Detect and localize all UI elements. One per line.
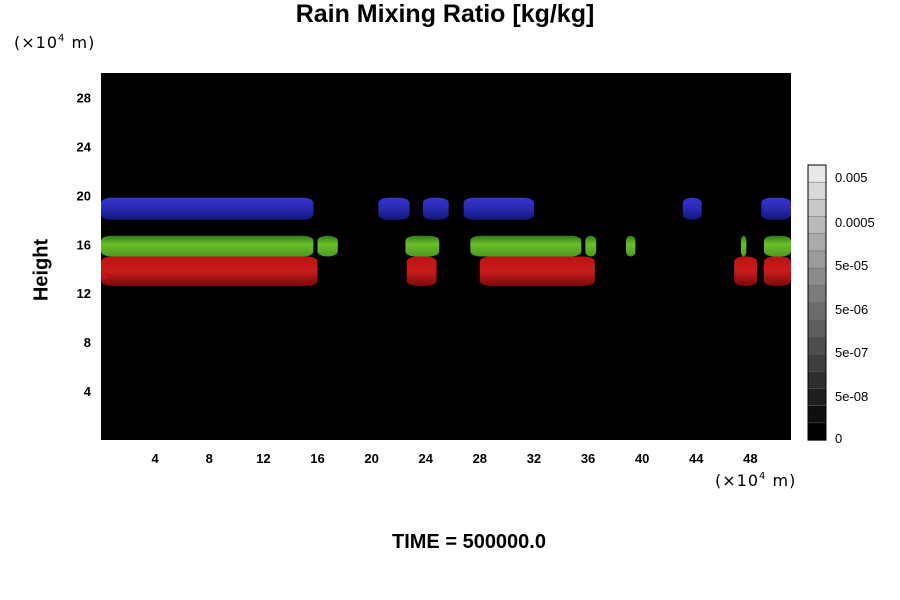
colorbar-swatch — [807, 353, 827, 372]
colorbar-swatch — [807, 250, 827, 269]
green-band-segment — [317, 235, 338, 257]
red-band-segment — [406, 256, 437, 286]
red-band-segment — [101, 256, 318, 286]
red-fleck — [102, 274, 107, 279]
x-tick-label: 40 — [635, 451, 649, 466]
green-band-segment — [470, 235, 582, 257]
colorbar-swatch — [807, 216, 827, 235]
colorbar-label: 0.005 — [835, 170, 868, 185]
x-tick-label: 44 — [689, 451, 704, 466]
y-axis-unit: (×104 m) — [14, 33, 96, 52]
colorbar-label: 5e-08 — [835, 389, 868, 404]
y-tick-label: 28 — [77, 90, 91, 105]
colorbar-swatch — [807, 164, 827, 183]
x-tick-label: 32 — [527, 451, 541, 466]
colorbar-label: 5e-06 — [835, 302, 868, 317]
y-tick-label: 8 — [84, 335, 91, 350]
green-band-segment — [763, 235, 791, 257]
x-tick-label: 36 — [581, 451, 595, 466]
colorbar-label: 5e-07 — [835, 345, 868, 360]
y-tick-label: 16 — [77, 237, 91, 252]
x-tick-label: 8 — [206, 451, 213, 466]
x-tick-label: 20 — [364, 451, 378, 466]
blue-band-segment — [682, 197, 702, 220]
colorbar-label: 0.0005 — [835, 215, 875, 230]
colorbar: 0.005 0.0005 5e-05 5e-06 5e-07 5e-08 0 — [807, 164, 875, 446]
x-axis-unit: (×104 m) — [715, 471, 797, 490]
y-axis-ticks: 4 8 12 16 20 24 28 — [77, 90, 92, 399]
x-tick-label: 16 — [310, 451, 324, 466]
colorbar-swatch — [807, 336, 827, 355]
colorbar-swatch — [807, 267, 827, 287]
colorbar-swatch — [807, 388, 827, 407]
colorbar-swatch — [807, 422, 827, 441]
colorbar-label: 0 — [835, 431, 842, 446]
red-band-segment — [479, 256, 595, 286]
x-tick-label: 48 — [743, 451, 757, 466]
green-band-segment — [585, 235, 597, 257]
blue-band-segment — [463, 197, 534, 220]
green-band-segment — [405, 235, 440, 257]
colorbar-swatch — [807, 181, 827, 201]
time-label: TIME = 500000.0 — [392, 531, 546, 553]
colorbar-swatch — [807, 199, 827, 218]
x-tick-label: 28 — [473, 451, 487, 466]
colorbar-swatch — [807, 233, 827, 252]
colorbar-swatch — [807, 285, 827, 304]
x-tick-label: 4 — [152, 451, 160, 466]
x-tick-label: 12 — [256, 451, 270, 466]
green-band-segment — [740, 235, 747, 257]
colorbar-swatch — [807, 302, 827, 321]
y-tick-label: 24 — [77, 139, 92, 154]
y-tick-label: 12 — [77, 286, 91, 301]
rain-bands — [101, 197, 791, 286]
blue-band-segment — [101, 197, 314, 220]
y-tick-label: 20 — [77, 188, 91, 203]
green-band-segment — [625, 235, 636, 257]
colorbar-swatch — [807, 371, 827, 390]
colorbar-label: 5e-05 — [835, 258, 868, 273]
blue-band-segment — [423, 197, 449, 220]
red-band-segment — [734, 256, 758, 286]
red-band-segment — [763, 256, 791, 286]
chart-title: Rain Mixing Ratio [kg/kg] — [295, 0, 595, 28]
blue-band-segment — [761, 197, 791, 220]
blue-band-segment — [378, 197, 410, 220]
green-band-segment — [101, 235, 314, 257]
x-axis-ticks: 4 8 12 16 20 24 28 32 36 40 44 48 — [152, 451, 758, 466]
colorbar-swatch — [807, 405, 827, 424]
colorbar-swatch — [807, 319, 827, 338]
colorbar-frame — [807, 164, 827, 441]
y-tick-label: 4 — [84, 384, 92, 399]
x-tick-label: 24 — [418, 451, 433, 466]
